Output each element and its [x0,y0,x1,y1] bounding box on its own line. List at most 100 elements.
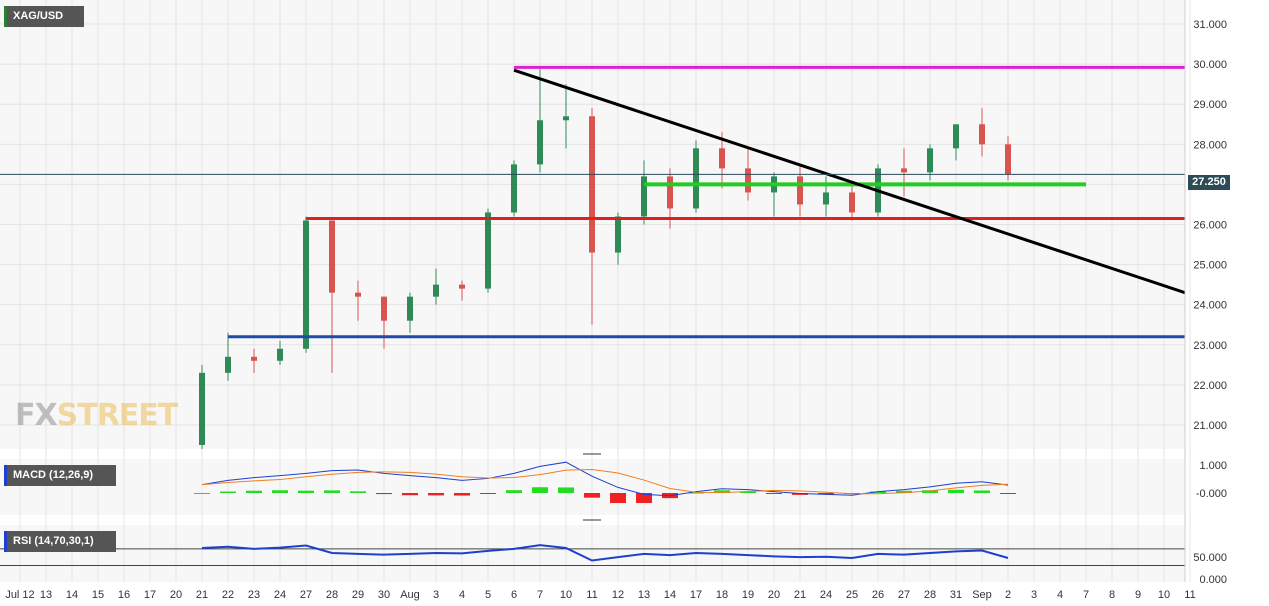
x-tick-label: 10 [560,589,572,601]
y-tick-label: 21.000 [1193,420,1227,432]
candle-body [251,356,257,361]
candle-body [511,164,517,213]
macd-histogram-bar [1000,493,1016,494]
macd-histogram-bar [350,491,366,493]
candle-body [433,284,439,297]
candle-body [849,192,855,213]
x-tick-label: 27 [898,589,910,601]
x-tick-label: 3 [1031,589,1037,601]
candle-body [615,216,621,253]
macd-histogram-bar [922,490,938,493]
signal-line [201,469,1009,495]
x-tick-label: 2 [1005,589,1011,601]
macd-histogram-bar [324,490,340,493]
fxstreet-watermark-logo: FXSTREET [15,398,178,433]
candle-body [1005,144,1011,175]
x-tick-label: 27 [300,589,312,601]
candle-body [381,296,387,321]
instrument-label: XAG/USD [4,6,84,27]
macd-histogram-bar [688,492,704,494]
candle-body [667,176,673,209]
candle-body [303,220,309,349]
x-tick-label: 29 [352,589,364,601]
x-tick-label: 20 [768,589,780,601]
candle-body [589,116,595,253]
candle-body [693,148,699,209]
x-tick-label: 11 [1184,589,1195,601]
rsi-line [201,544,1009,562]
x-tick-label: Sep [972,589,992,601]
macd-histogram-bar [298,490,314,493]
y-tick-label: 31.000 [1193,19,1227,31]
y-tick-label: 24.000 [1193,300,1227,312]
candle-body [797,176,803,205]
x-tick-label: 12 [612,589,624,601]
y-tick-label: 26.000 [1193,220,1227,232]
x-tick-label: 17 [144,589,156,601]
macd-histogram-bar [454,493,470,496]
x-tick-label: 4 [1057,589,1063,601]
macd-histogram-bar [740,491,756,493]
candle-body [823,192,829,205]
macd-histogram-bar [714,490,730,493]
x-tick-label: 24 [820,589,832,601]
y-tick-label: 25.000 [1193,260,1227,272]
x-tick-label: Jul 12 [5,589,34,601]
x-tick-label: 24 [274,589,286,601]
candle-body [355,292,361,297]
macd-histogram-bar [766,493,782,494]
x-tick-label: 14 [66,589,78,601]
y-tick-label: 30.000 [1193,59,1227,71]
x-tick-label: 5 [485,589,491,601]
x-tick-label: 28 [326,589,338,601]
candle-body [407,296,413,321]
x-tick-label: 25 [846,589,858,601]
x-tick-label: 17 [690,589,702,601]
macd-histogram-bar [272,490,288,493]
macd-histogram-bar [480,493,496,494]
x-tick-label: Aug [400,589,420,601]
candle-body [277,348,283,361]
macd-histogram-bar [636,493,652,504]
x-tick-label: 13 [638,589,650,601]
macd-histogram-bar [610,493,626,504]
candle-body [745,168,751,193]
x-tick-label: 4 [459,589,465,601]
candle-body [537,120,543,165]
candle-body [329,220,335,293]
candle-body [979,124,985,145]
macd-histogram-bar [896,490,912,493]
rsi-tick-label: 0.000 [1199,574,1227,586]
candle-body [953,124,959,149]
x-tick-label: 21 [196,589,208,601]
y-tick-label: 22.000 [1193,380,1227,392]
macd-tick-label: 1.000 [1199,460,1227,472]
macd-histogram-bar [428,493,444,496]
x-tick-label: 31 [950,589,962,601]
x-tick-label: 28 [924,589,936,601]
x-tick-label: 3 [433,589,439,601]
macd-line [201,461,1009,497]
x-tick-label: 7 [537,589,543,601]
x-tick-label: 8 [1109,589,1115,601]
candle-body [641,176,647,217]
candle-body [459,284,465,289]
x-tick-label: 22 [222,589,234,601]
candle-body [901,168,907,173]
macd-histogram-bar [974,490,990,493]
x-tick-label: 23 [248,589,260,601]
candle-body [563,116,569,121]
x-tick-label: 21 [794,589,806,601]
x-tick-label: 13 [40,589,52,601]
last-price-badge: 27.250 [1188,175,1230,190]
macd-histogram-bar [584,493,600,498]
candle-body [199,372,205,445]
y-tick-label: 23.000 [1193,340,1227,352]
macd-histogram-bar [246,490,262,493]
x-tick-label: 20 [170,589,182,601]
candle-body [485,212,491,289]
macd-tick-label: -0.000 [1196,488,1227,500]
candle-body [927,148,933,173]
x-tick-label: 9 [1135,589,1141,601]
